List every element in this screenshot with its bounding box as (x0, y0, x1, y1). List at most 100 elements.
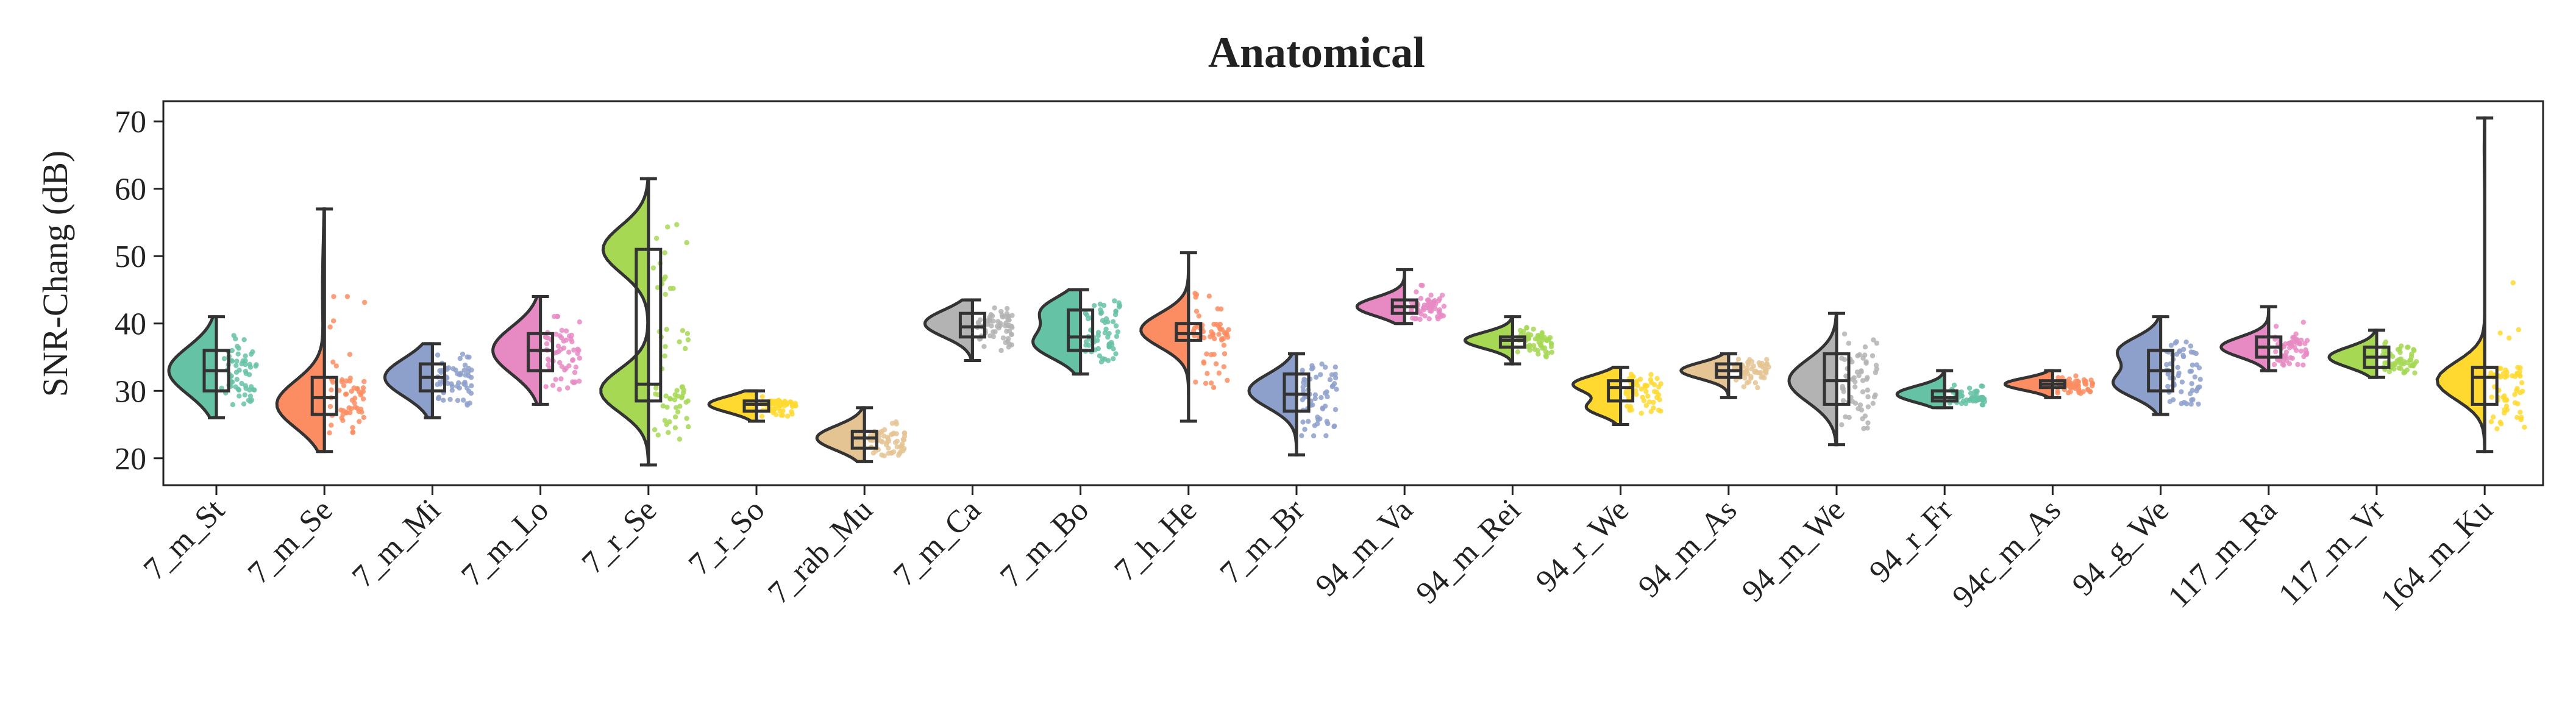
y-tick-label: 60 (115, 172, 146, 207)
violin-group-94_m_As (1679, 352, 1771, 399)
data-point (782, 399, 788, 404)
data-point (1651, 389, 1657, 394)
data-point (1752, 380, 1759, 386)
violin-shape (2435, 116, 2486, 453)
data-point (1301, 377, 1307, 382)
data-point (352, 396, 358, 401)
data-point (330, 318, 336, 324)
data-point (247, 361, 252, 367)
data-point (1760, 374, 1766, 380)
data-point (789, 411, 795, 417)
data-point (1874, 366, 1880, 372)
data-point (1003, 340, 1009, 346)
data-point (2304, 338, 2310, 343)
data-point (1221, 343, 1227, 348)
data-point (2510, 280, 2516, 286)
data-point (1097, 301, 1103, 307)
data-point (543, 334, 548, 340)
data-point (885, 436, 891, 441)
data-point (663, 291, 668, 297)
data-point (1192, 291, 1198, 296)
data-point (2197, 384, 2202, 389)
data-point (1421, 302, 1427, 308)
data-point (886, 446, 891, 451)
data-point (1843, 414, 1848, 420)
data-point (1873, 363, 1879, 368)
data-point (563, 337, 569, 343)
data-point (1005, 336, 1011, 341)
data-point (2397, 349, 2403, 355)
data-point (2190, 397, 2196, 402)
data-point (577, 319, 582, 325)
data-point (999, 312, 1005, 318)
data-point (878, 438, 884, 444)
data-point (446, 365, 452, 371)
data-point (1864, 377, 1870, 382)
violin-group-7_m_Br (1247, 352, 1339, 457)
data-point (780, 408, 786, 414)
data-point (1196, 313, 1202, 319)
data-point (991, 318, 996, 324)
data-point (330, 359, 336, 365)
data-point (247, 387, 252, 393)
data-point (1648, 372, 1654, 377)
data-point (221, 356, 227, 361)
data-point (777, 399, 783, 404)
x-tick-label: 7_h_He (1108, 492, 1204, 588)
data-point (2412, 370, 2418, 375)
data-point (2300, 362, 2306, 368)
violin-shape (2003, 369, 2054, 399)
data-point (1543, 349, 1548, 355)
data-point (569, 339, 575, 344)
violin-shape (1355, 269, 1406, 325)
box-iqr (635, 247, 663, 403)
data-point (665, 224, 671, 230)
data-point (557, 386, 562, 392)
data-point (559, 327, 564, 333)
violin-group-7_m_Se (275, 207, 368, 453)
data-point (1549, 349, 1555, 355)
data-point (1312, 396, 1318, 402)
x-tick-label: 94_r_We (1529, 492, 1635, 599)
data-point (1766, 364, 1771, 370)
data-point (650, 265, 656, 271)
data-point (1009, 342, 1014, 347)
data-point (250, 349, 255, 355)
data-point (1317, 416, 1323, 422)
data-point (1860, 389, 1866, 395)
data-point (2489, 394, 2494, 400)
y-tick-label: 50 (115, 240, 146, 274)
data-point (1535, 336, 1540, 341)
data-point (462, 362, 468, 368)
data-point (1966, 385, 1973, 391)
data-point (557, 333, 563, 339)
data-point (685, 331, 691, 336)
data-point (1535, 351, 1541, 357)
data-point (1846, 414, 1852, 421)
data-point (2410, 362, 2416, 368)
data-point (1762, 369, 1768, 375)
data-point (461, 381, 467, 386)
data-point (236, 346, 241, 351)
data-point (455, 397, 461, 404)
data-point (457, 372, 462, 377)
data-point (2382, 360, 2388, 366)
data-point (1980, 402, 1986, 408)
data-point (2273, 324, 2279, 329)
data-point (339, 415, 344, 421)
data-point (2071, 382, 2077, 387)
data-point (1106, 330, 1112, 336)
data-point (2284, 358, 2290, 364)
data-point (1005, 305, 1010, 311)
data-point (1744, 368, 1750, 374)
data-point (1862, 344, 1868, 350)
data-point (1095, 330, 1101, 335)
data-point (1840, 386, 1845, 391)
data-point (347, 379, 353, 384)
data-point (893, 419, 899, 425)
data-point (1327, 377, 1333, 383)
data-point (327, 324, 333, 330)
data-point (1657, 397, 1662, 402)
data-point (235, 351, 241, 357)
data-point (2390, 354, 2396, 359)
